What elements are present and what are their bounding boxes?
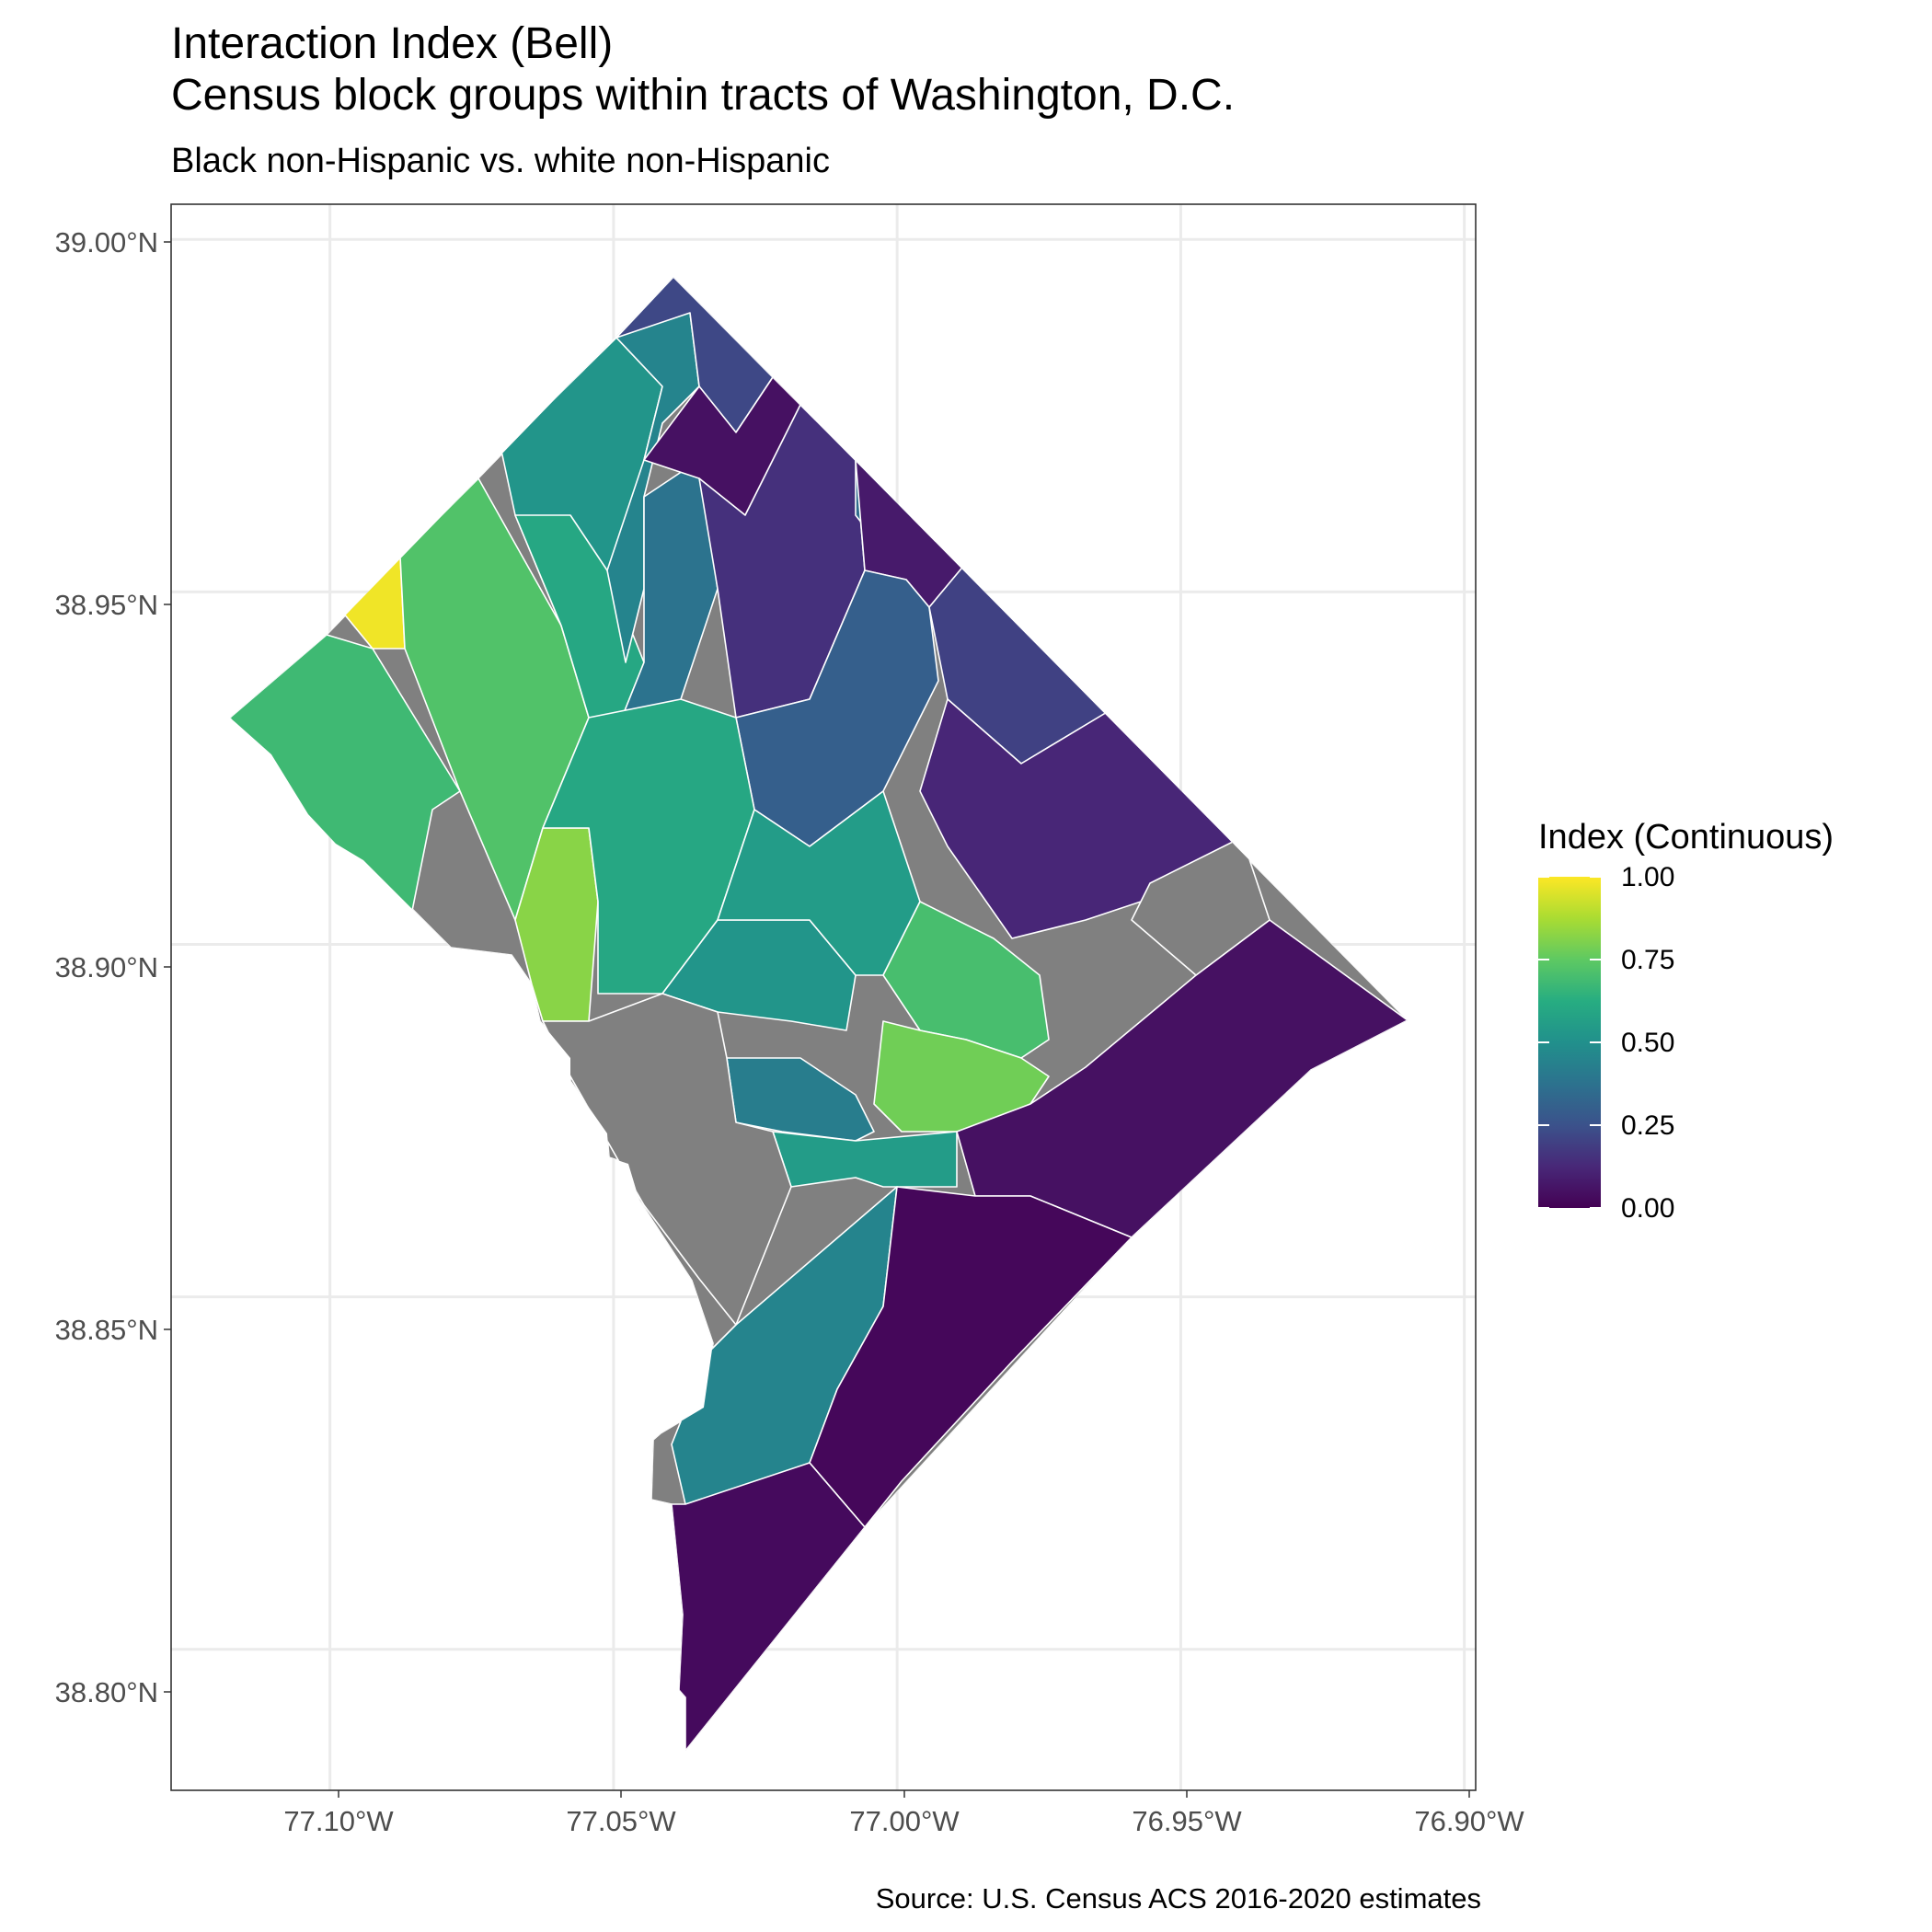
y-tick-label: 39.00°N <box>55 226 158 259</box>
y-tick-label: 38.85°N <box>55 1314 158 1346</box>
x-axis: 77.10°W 77.05°W 77.00°W 76.95°W 76.90°W <box>283 1790 1524 1837</box>
source-caption: Source: U.S. Census ACS 2016-2020 estima… <box>875 1882 1481 1915</box>
region-capitol-hill <box>873 1020 1050 1133</box>
y-tick-label: 38.90°N <box>55 951 158 983</box>
legend: Index (Continuous) 1.00 0.75 0.50 0.25 0… <box>1538 818 1834 1224</box>
legend-label: 1.00 <box>1621 862 1674 892</box>
x-tick-label: 76.90°W <box>1414 1805 1524 1837</box>
region-arboretum <box>1131 836 1271 976</box>
legend-label: 0.75 <box>1621 945 1674 975</box>
region-east-of-river-south <box>809 1186 1133 1528</box>
y-axis: 39.00°N 38.95°N 38.90°N 38.85°N 38.80°N <box>55 226 171 1708</box>
region-southeast-far <box>671 1462 866 1751</box>
x-tick-label: 77.00°W <box>849 1805 960 1837</box>
panel-border <box>170 203 1477 1791</box>
y-tick-label: 38.95°N <box>55 589 158 621</box>
chart-subtitle: Black non-Hispanic vs. white non-Hispani… <box>171 142 830 180</box>
y-tick-label: 38.80°N <box>55 1676 158 1708</box>
legend-label: 0.25 <box>1621 1110 1674 1141</box>
region-southwest <box>772 1131 958 1188</box>
legend-label: 0.50 <box>1621 1028 1674 1058</box>
legend-title: Index (Continuous) <box>1538 818 1834 857</box>
x-tick-label: 76.95°W <box>1132 1805 1242 1837</box>
x-tick-label: 77.05°W <box>566 1805 676 1837</box>
chart-title-line2: Census block groups within tracts of Was… <box>171 71 1236 120</box>
x-tick-label: 77.10°W <box>283 1805 394 1837</box>
chart-title: Interaction Index (Bell) <box>171 19 614 68</box>
region-national-mall <box>542 993 792 1326</box>
legend-label: 0.00 <box>1621 1193 1674 1224</box>
